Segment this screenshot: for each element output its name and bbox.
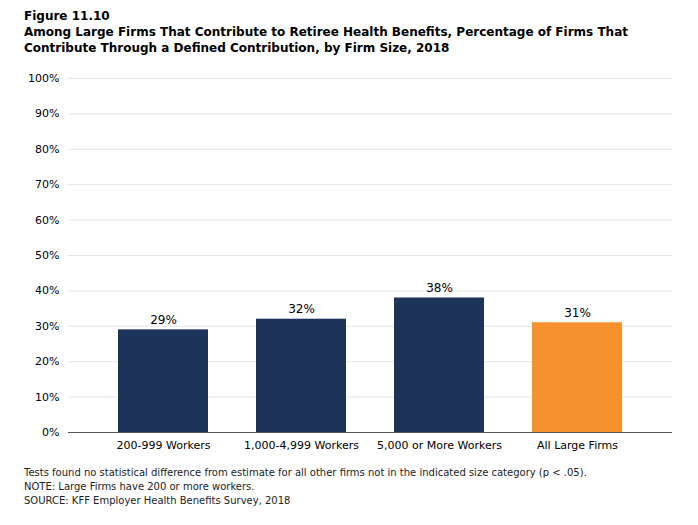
svg-text:200-999 Workers: 200-999 Workers [117,439,211,452]
html-text:Tests found no statistical dif: Tests found no statistical difference fr… [24,467,587,478]
svg-text:60%: 60% [35,214,59,227]
html-text:SOURCE: KFF Employer Health Be: SOURCE: KFF Employer Health Benefits Sur… [24,495,291,506]
svg-text:50%: 50% [35,249,59,262]
svg-text:32%: 32% [288,302,315,316]
svg-text:80%: 80% [35,143,59,156]
svg-text:0%: 0% [42,426,59,439]
html-text:NOTE: Large Firms have 200 or: NOTE: Large Firms have 200 or more worke… [24,481,255,492]
svg-text:20%: 20% [35,355,59,368]
svg-text:100%: 100% [28,72,59,85]
svg-text:90%: 90% [35,107,59,120]
svg-text:70%: 70% [35,178,59,191]
svg-text:1,000-4,999 Workers: 1,000-4,999 Workers [244,439,359,452]
svg-text:5,000 or More Workers: 5,000 or More Workers [377,439,502,452]
svg-text:40%: 40% [35,284,59,297]
svg-text:30%: 30% [35,320,59,333]
svg-text:38%: 38% [426,281,453,295]
svg-text:10%: 10% [35,391,59,404]
svg-text:29%: 29% [150,313,177,327]
svg-text:All Large Firms: All Large Firms [537,439,618,452]
svg-text:31%: 31% [564,306,591,320]
html-text:Figure 11.10 Among Large Firms: Figure 11.10 Among Large Firms That Cont… [24,9,628,55]
